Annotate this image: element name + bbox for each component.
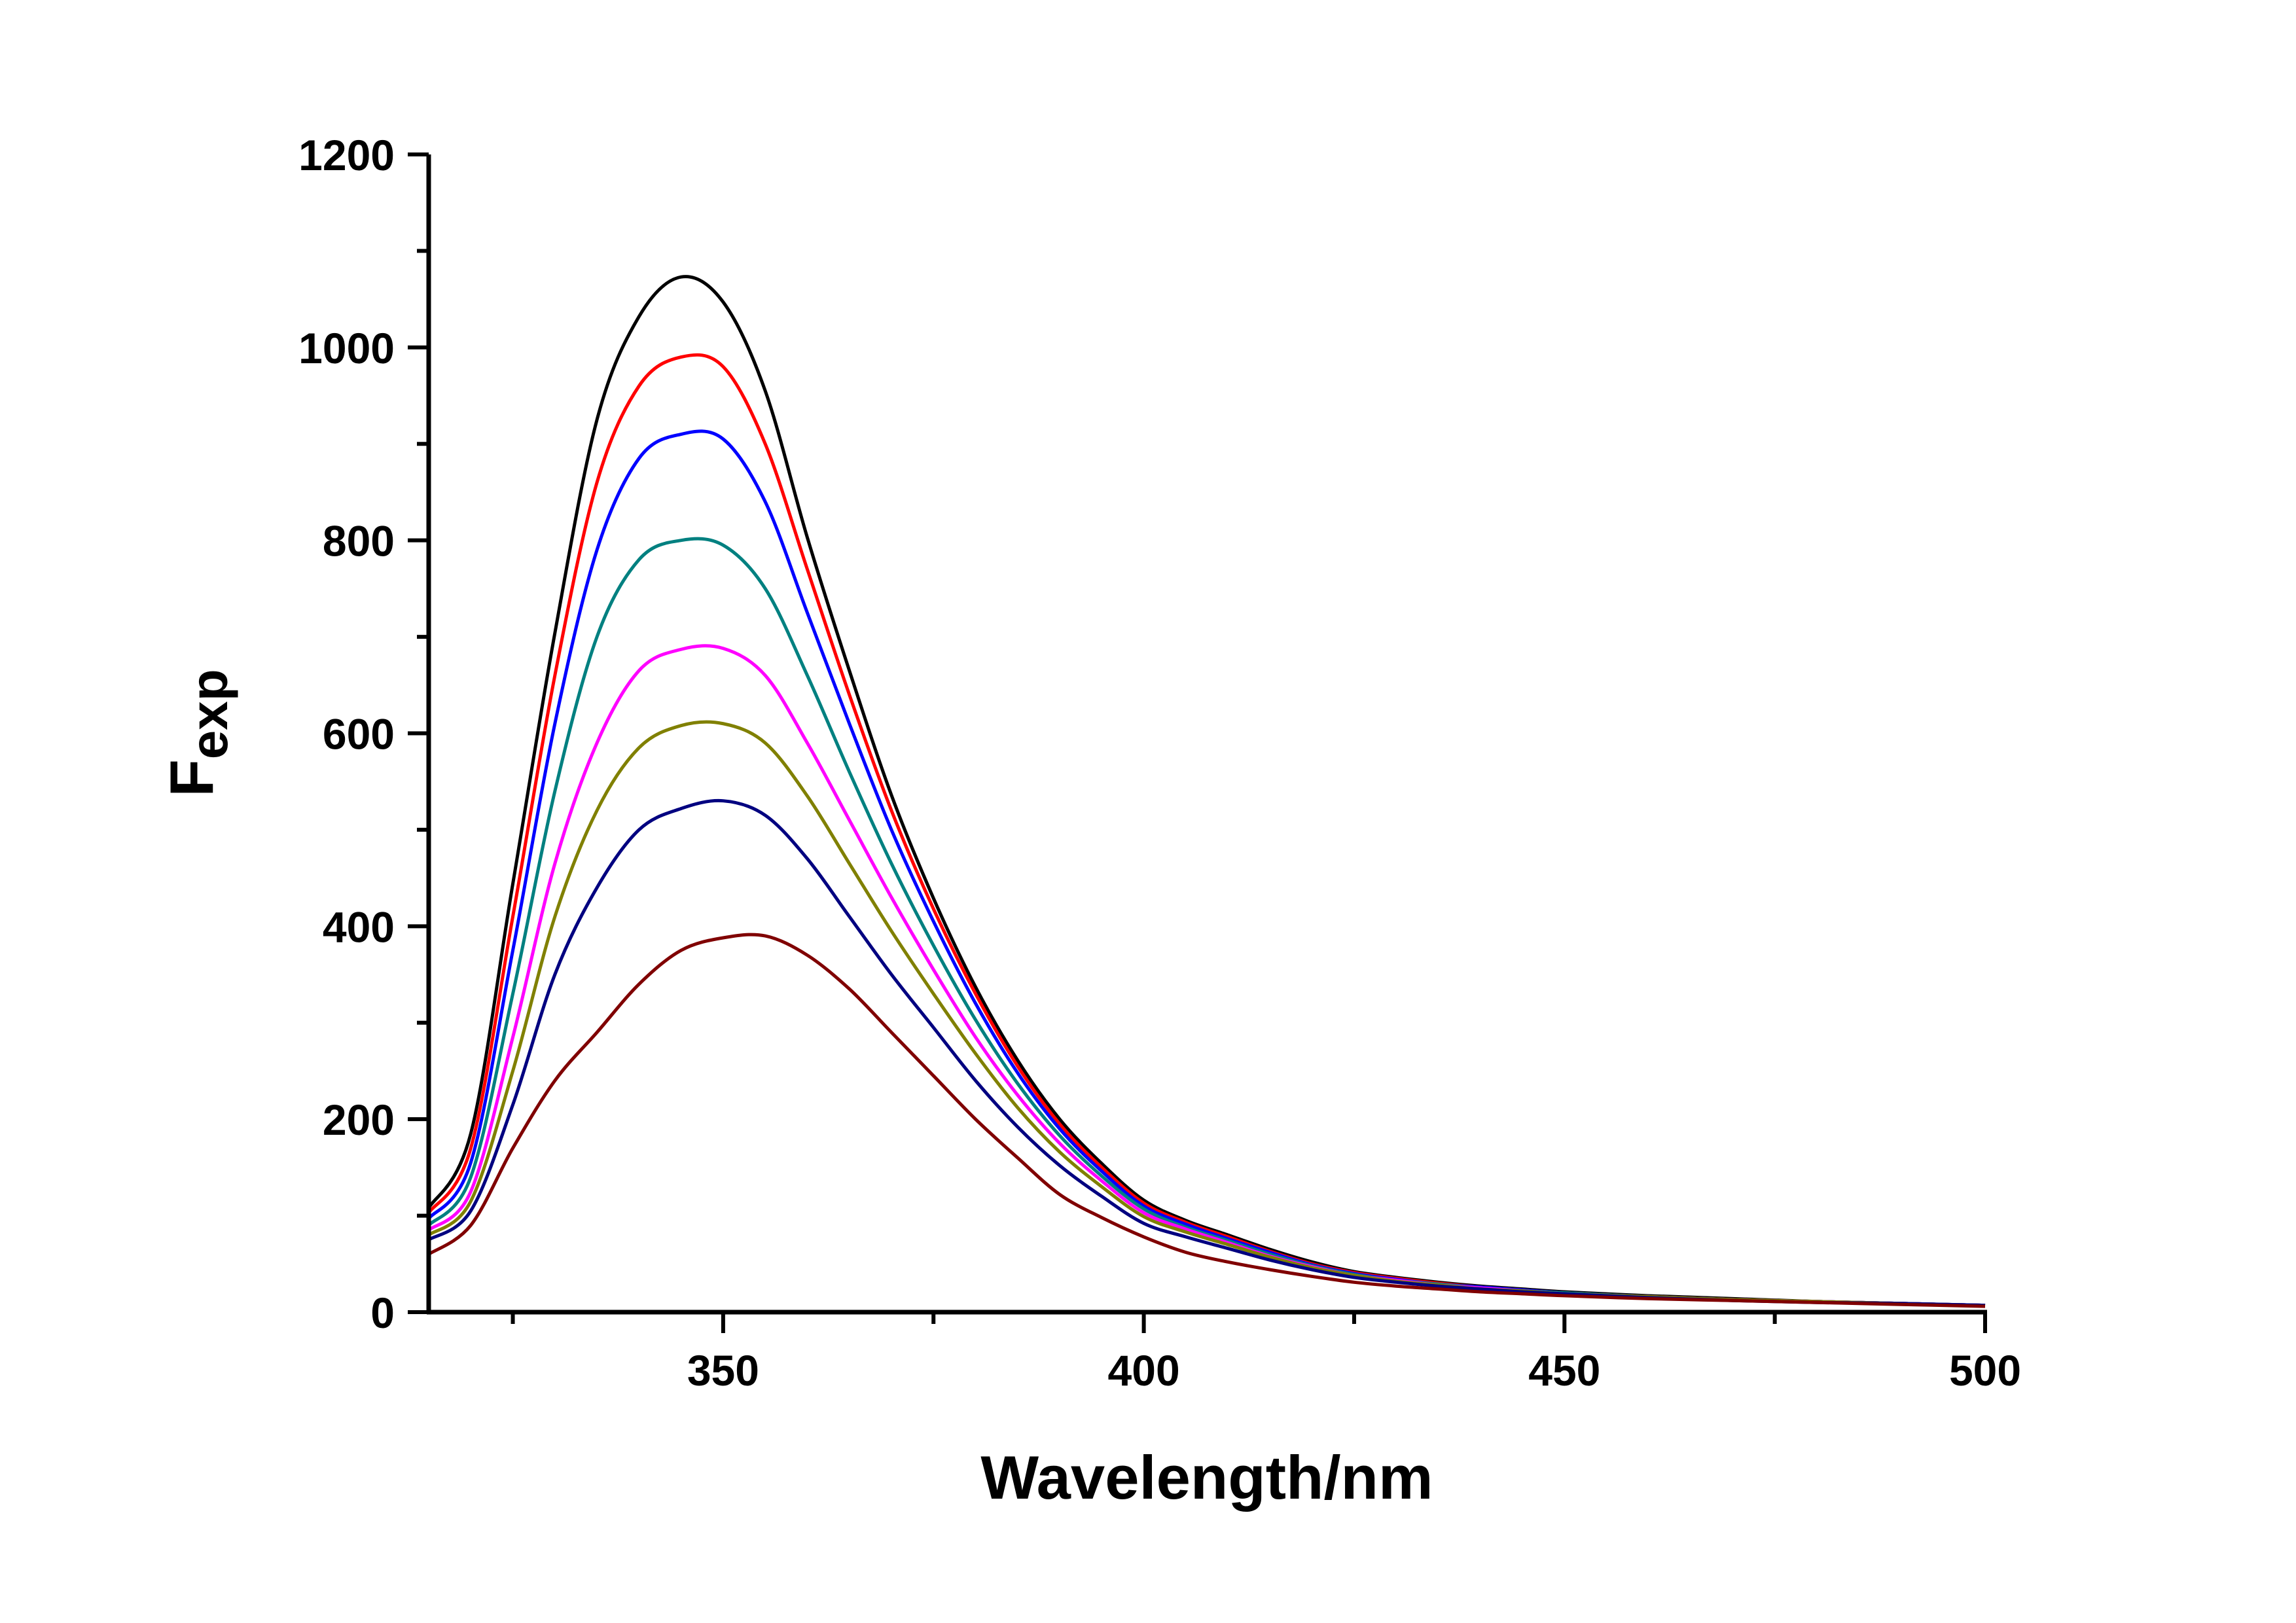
x-axis-title: Wavelength/nm xyxy=(980,1443,1433,1512)
series-line-7 xyxy=(427,798,1986,1308)
y-axis-title-main: F xyxy=(157,759,226,796)
series-line-3 xyxy=(427,429,1986,1308)
y-tick-label: 200 xyxy=(323,1096,395,1144)
y-axis-title: Fexp xyxy=(157,669,238,796)
series-line-2 xyxy=(427,353,1986,1308)
y-tick-label: 1000 xyxy=(298,324,395,372)
x-tick-label: 400 xyxy=(1108,1346,1180,1395)
y-tick-label: 600 xyxy=(323,710,395,758)
series-line-6 xyxy=(427,720,1986,1308)
y-tick-label: 1200 xyxy=(298,131,395,179)
series-layer xyxy=(427,275,1986,1308)
y-tick-label: 0 xyxy=(370,1289,395,1337)
y-tick-label: 800 xyxy=(323,517,395,565)
x-tick-label: 500 xyxy=(1949,1346,2021,1395)
series-line-5 xyxy=(427,644,1986,1308)
series-line-8 xyxy=(427,933,1986,1308)
axes-layer: 0 200 400 600 800 1000 1200 350 400 450 500 xyxy=(298,131,2021,1395)
series-line-1 xyxy=(427,275,1986,1308)
y-tick-label: 400 xyxy=(323,902,395,951)
x-tick-label: 450 xyxy=(1528,1346,1600,1395)
y-axis-title-subscript: exp xyxy=(180,669,238,759)
x-tick-label: 350 xyxy=(687,1346,759,1395)
